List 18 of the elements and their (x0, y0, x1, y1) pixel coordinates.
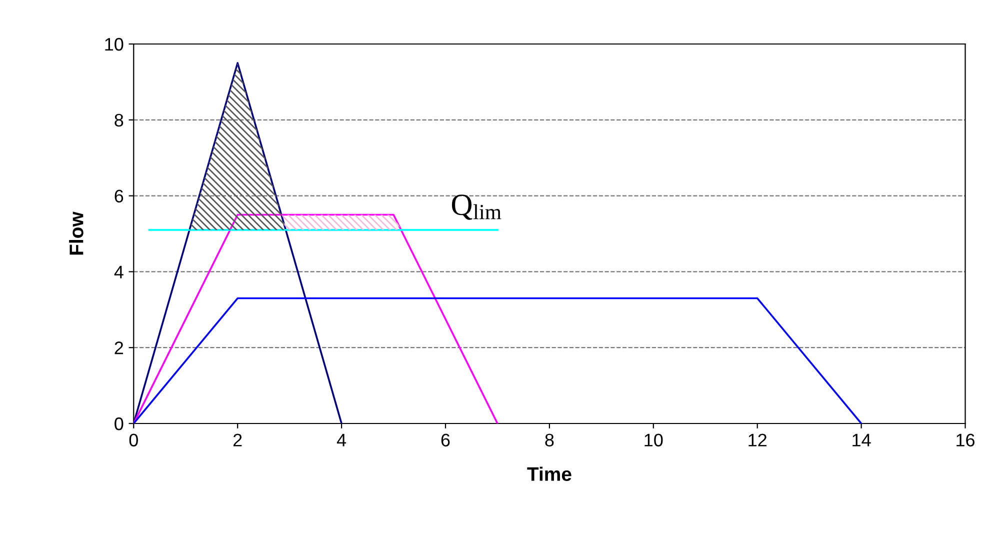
y-tick-label: 8 (114, 114, 124, 127)
x-axis-title: Time (527, 466, 572, 482)
x-tick-label: 16 (956, 434, 974, 446)
y-axis-title: Flow (69, 212, 84, 255)
x-tick-label: 12 (748, 434, 766, 446)
y-tick-label: 6 (114, 190, 124, 203)
x-tick-label: 8 (545, 434, 554, 446)
x-tick-label: 0 (129, 434, 138, 446)
annotation: Q$_{lim}$ (452, 194, 502, 220)
x-tick-label: 10 (644, 434, 663, 446)
x-tick-label: 2 (233, 434, 242, 446)
y-tick-label: 4 (114, 266, 124, 278)
x-tick-label: 4 (336, 434, 346, 446)
y-tick-label: 2 (114, 342, 124, 354)
x-tick-label: 14 (852, 434, 871, 446)
x-tick-label: 6 (441, 434, 450, 446)
y-tick-label: 10 (105, 38, 124, 51)
y-tick-label: 0 (114, 417, 124, 430)
